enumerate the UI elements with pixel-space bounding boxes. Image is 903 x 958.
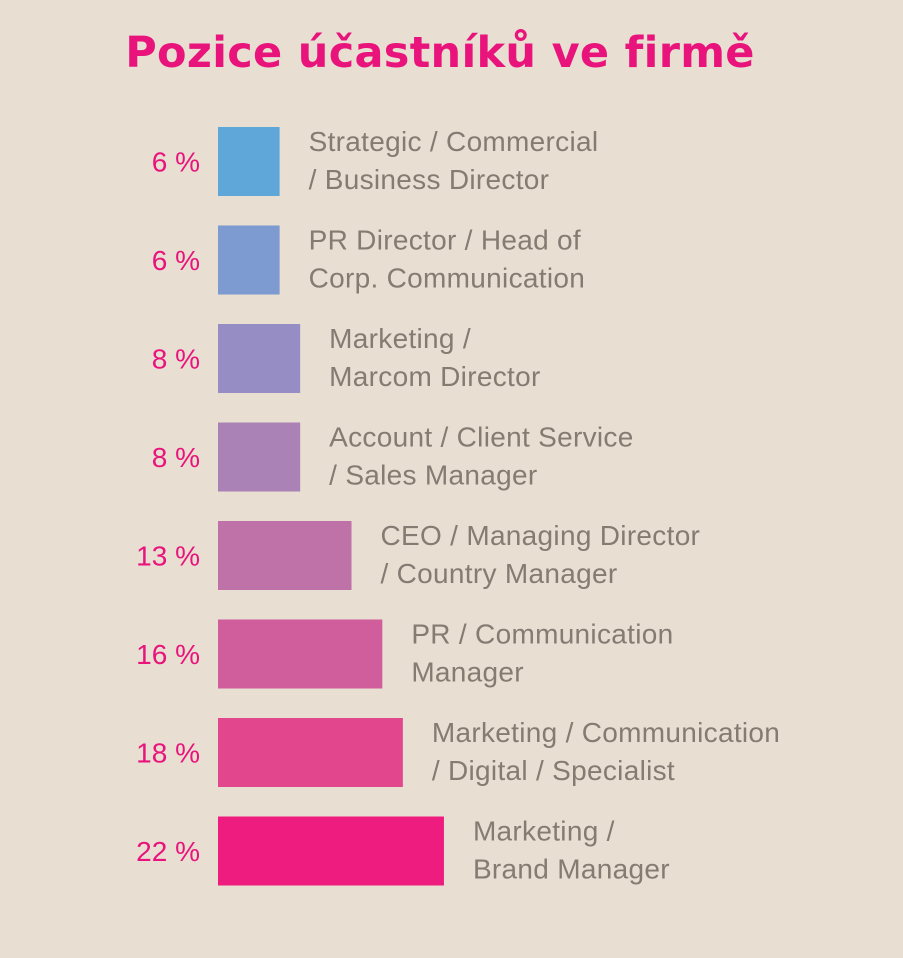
category-label-3-line-2: Marcom Director — [329, 361, 540, 392]
value-label-5: 13 % — [136, 541, 200, 572]
category-label-1-line-2: / Business Director — [309, 164, 550, 195]
bar-2 — [218, 225, 280, 295]
bar-3 — [218, 324, 301, 393]
category-label-4-line-2: / Sales Manager — [329, 460, 537, 491]
bar-4 — [218, 422, 301, 492]
category-label-8-line-2: Brand Manager — [473, 854, 670, 885]
value-label-3: 8 % — [152, 344, 200, 375]
category-label-8-line-1: Marketing / — [473, 816, 615, 847]
category-label-6-line-1: PR / Communication — [411, 619, 673, 650]
value-label-8: 22 % — [136, 836, 200, 867]
category-label-5-line-2: / Country Manager — [381, 558, 618, 589]
category-label-4-line-1: Account / Client Service — [329, 422, 633, 453]
bars-group: 6 % Strategic / Commercial / Business Dire… — [136, 126, 780, 886]
chart-title: Pozice účastníků ve firmě — [125, 28, 755, 78]
bar-1 — [218, 127, 280, 196]
value-label-1: 6 % — [152, 147, 200, 178]
value-label-2: 6 % — [152, 245, 200, 276]
category-label-1-line-1: Strategic / Commercial — [309, 126, 599, 157]
category-label-3-line-1: Marketing / — [329, 323, 471, 354]
value-label-6: 16 % — [136, 639, 200, 670]
category-label-6-line-2: Manager — [411, 657, 524, 688]
category-label-7-line-2: / Digital / Specialist — [432, 755, 675, 786]
value-label-4: 8 % — [152, 442, 200, 473]
bar-7 — [218, 718, 403, 787]
bar-5 — [218, 521, 352, 590]
category-label-2-line-1: PR Director / Head of — [309, 225, 581, 256]
category-label-7-line-1: Marketing / Communication — [432, 717, 780, 748]
category-label-2-line-2: Corp. Communication — [309, 263, 585, 294]
bar-6 — [218, 619, 383, 689]
bar-8 — [218, 816, 444, 886]
category-label-5-line-1: CEO / Managing Director — [381, 520, 701, 551]
value-label-7: 18 % — [136, 738, 200, 769]
